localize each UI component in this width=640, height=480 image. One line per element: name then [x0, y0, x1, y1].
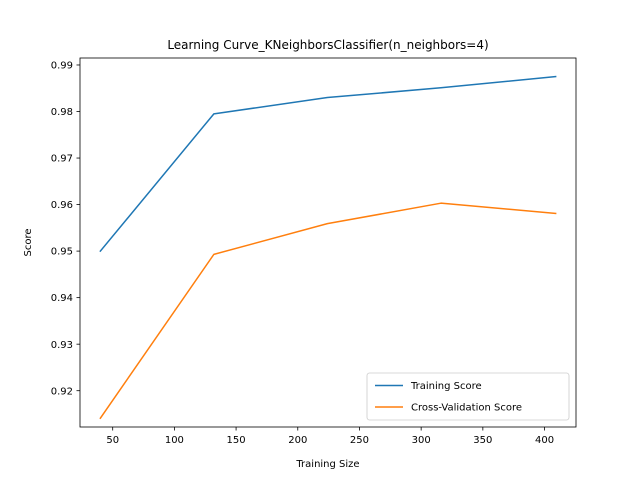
chart-title: Learning Curve_KNeighborsClassifier(n_ne…: [167, 38, 488, 52]
x-tick-label: 350: [473, 435, 492, 446]
y-tick-label: 0.99: [51, 61, 73, 72]
x-tick-label: 50: [106, 435, 119, 446]
series-line-0: [99, 75, 557, 253]
plot-area: [99, 75, 557, 420]
x-tick-label: 150: [227, 435, 246, 446]
y-tick-label: 0.94: [51, 293, 73, 304]
y-tick-label: 0.95: [51, 247, 73, 258]
legend-label: Cross-Validation Score: [411, 403, 522, 414]
x-axis-label: Training Size: [295, 459, 359, 470]
x-tick-label: 100: [165, 435, 184, 446]
y-tick-label: 0.93: [51, 340, 73, 351]
axes-frame: [79, 57, 577, 428]
x-tick-label: 200: [288, 435, 307, 446]
y-tick-label: 0.97: [51, 154, 73, 165]
legend: Training Score Cross-Validation Score: [366, 372, 570, 421]
y-axis: 0.92 0.93 0.94 0.95 0.96 0.97 0.98 0.99: [51, 61, 80, 397]
x-tick-label: 300: [412, 435, 431, 446]
x-tick-label: 400: [535, 435, 554, 446]
x-tick-label: 250: [350, 435, 369, 446]
legend-label: Training Score: [410, 381, 482, 392]
y-axis-label: Score: [23, 228, 34, 256]
series-line-1: [99, 202, 557, 420]
legend-box: [366, 372, 570, 421]
y-tick-label: 0.96: [51, 200, 73, 211]
y-tick-label: 0.98: [51, 107, 73, 118]
x-axis: 50 100 150 200 250 300 350 400: [106, 427, 554, 446]
y-tick-label: 0.92: [51, 386, 73, 397]
